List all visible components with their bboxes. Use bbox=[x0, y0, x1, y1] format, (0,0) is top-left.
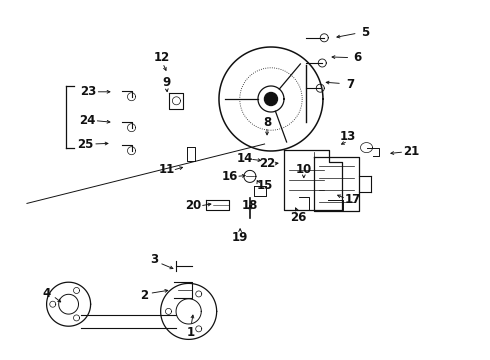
Text: 21: 21 bbox=[403, 145, 420, 158]
Text: 25: 25 bbox=[77, 138, 94, 150]
Text: 10: 10 bbox=[295, 163, 312, 176]
Text: 8: 8 bbox=[263, 116, 271, 129]
Text: 14: 14 bbox=[237, 152, 253, 165]
Text: 3: 3 bbox=[150, 253, 158, 266]
Text: 17: 17 bbox=[344, 193, 361, 206]
Text: 19: 19 bbox=[232, 231, 248, 244]
Text: 20: 20 bbox=[185, 199, 202, 212]
Text: 18: 18 bbox=[242, 199, 258, 212]
Text: 24: 24 bbox=[79, 114, 96, 127]
Text: 6: 6 bbox=[354, 51, 362, 64]
Text: 26: 26 bbox=[290, 211, 306, 224]
Text: 4: 4 bbox=[43, 287, 50, 300]
Text: 11: 11 bbox=[158, 163, 175, 176]
Text: 1: 1 bbox=[187, 327, 195, 339]
Text: 7: 7 bbox=[346, 78, 354, 91]
Text: 15: 15 bbox=[256, 179, 273, 192]
Text: 2: 2 bbox=[141, 289, 148, 302]
Text: 5: 5 bbox=[361, 26, 369, 39]
Text: 16: 16 bbox=[222, 170, 239, 183]
Text: 13: 13 bbox=[340, 130, 356, 143]
Text: 9: 9 bbox=[163, 76, 171, 89]
Circle shape bbox=[265, 93, 277, 105]
Text: 12: 12 bbox=[153, 51, 170, 64]
Text: 23: 23 bbox=[80, 85, 97, 98]
Text: 22: 22 bbox=[259, 157, 275, 170]
